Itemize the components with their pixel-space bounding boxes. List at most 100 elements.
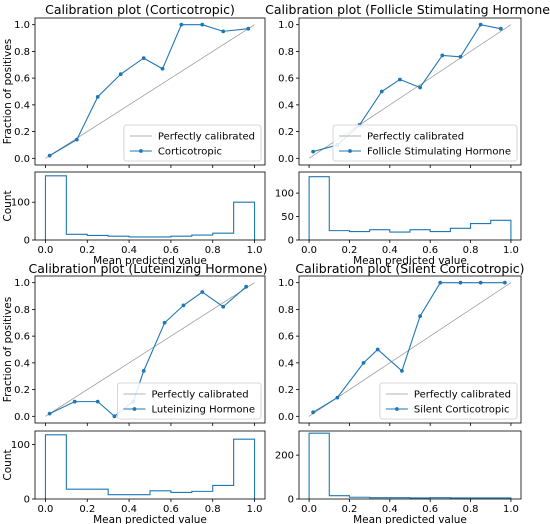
data-point [498, 26, 503, 31]
hist-frame [34, 430, 266, 500]
histogram-bin [430, 232, 450, 240]
hist-y-tick-label: 100 [11, 440, 30, 451]
legend-label-reference: Perfectly calibrated [158, 132, 255, 143]
histogram-bin [66, 234, 87, 240]
hist-x-tick-label: 1.0 [247, 504, 263, 515]
data-point [112, 414, 117, 419]
histogram-bin [329, 496, 349, 499]
data-point [335, 395, 340, 400]
y-tick-label: 0.4 [14, 100, 30, 111]
hist-x-tick-label: 0.8 [205, 245, 221, 256]
histogram-bin [192, 491, 213, 499]
histogram-bin [108, 236, 129, 240]
y-tick-label: 0.8 [14, 305, 30, 316]
histogram-bin [491, 220, 511, 240]
histogram-bin [349, 232, 369, 240]
chart-panel-3: Calibration plot (Luteinizing Hormone) Fr… [2, 261, 268, 524]
y-tick-label: 0.4 [278, 100, 294, 111]
y-tick-label: 0.8 [278, 305, 294, 316]
histogram-bin [129, 495, 150, 499]
hist-y-tick-label: 0 [24, 236, 30, 247]
hist-y-tick-label: 0 [288, 495, 294, 506]
chart-panel-2: Calibration plot (Follicle Stimulating H… [265, 2, 550, 267]
hist-y-tick-label: 100 [275, 189, 294, 200]
chart-panel-4: Calibration plot (Silent Corticotropic) 0… [275, 261, 525, 524]
chart-title: Calibration plot (Luteinizing Hormone) [28, 261, 267, 276]
legend-box [379, 382, 518, 420]
y-tick-label: 0.6 [14, 332, 30, 343]
hist-x-tick-label: 0.0 [38, 504, 54, 515]
hist-x-tick-label: 0.2 [79, 504, 95, 515]
data-point [160, 66, 165, 71]
hist-x-tick-label: 0.6 [422, 504, 438, 515]
hist-x-tick-label: 1.0 [503, 245, 519, 256]
data-point [458, 54, 463, 59]
data-point [311, 149, 316, 154]
hist-x-tick-label: 0.4 [382, 245, 398, 256]
legend-marker-series [138, 149, 143, 153]
data-point [379, 89, 384, 94]
data-point [478, 280, 483, 285]
histogram-step [308, 176, 512, 240]
y-axis-label: Fraction of positives [2, 39, 14, 144]
legend-marker-series [132, 407, 137, 411]
hist-x-tick-label: 0.0 [301, 245, 317, 256]
legend-box [123, 124, 262, 162]
legend-label-series: Luteinizing Hormone [151, 405, 255, 416]
y-tick-label: 0.4 [14, 358, 30, 369]
data-point [141, 56, 146, 60]
histogram-step [308, 432, 512, 499]
histogram-bin [129, 237, 150, 240]
histogram-bin [329, 231, 349, 240]
histogram-bin [234, 202, 255, 240]
y-tick-label: 0.2 [278, 385, 294, 396]
hist-frame [298, 430, 522, 500]
hist-x-tick-label: 0.4 [382, 504, 398, 515]
y-tick-label: 0.8 [278, 47, 294, 58]
hist-x-tick-label: 0.2 [342, 504, 358, 515]
y-tick-label: 0.6 [14, 74, 30, 85]
data-point [181, 303, 186, 308]
hist-x-tick-label: 0.6 [422, 245, 438, 256]
data-point [458, 280, 463, 285]
data-point [95, 94, 100, 99]
plot-frame [298, 275, 522, 424]
hist-y-axis-label: Count [2, 449, 14, 480]
data-point [47, 411, 52, 416]
data-point [244, 284, 249, 289]
histogram-bin [213, 233, 234, 240]
y-tick-label: 0.4 [278, 358, 294, 369]
data-point [221, 304, 226, 309]
data-point [502, 280, 507, 285]
histogram-bin [471, 224, 491, 240]
data-point [478, 22, 483, 27]
hist-y-tick-label: 50 [281, 212, 294, 223]
legend: Perfectly calibrated Corticotropic [123, 124, 262, 162]
hist-x-tick-label: 0.4 [121, 504, 137, 515]
hist-x-tick-label: 0.2 [342, 245, 358, 256]
histogram-step [44, 434, 256, 499]
plot-frame [34, 275, 266, 424]
plot-frame [34, 17, 266, 166]
y-tick-label: 0.2 [278, 127, 294, 138]
histogram-bin [309, 433, 329, 499]
hist-frame [34, 171, 266, 241]
histogram-bin [150, 237, 171, 240]
y-tick-label: 0.6 [278, 332, 294, 343]
histogram-bin [171, 492, 192, 499]
plot-frame [298, 17, 522, 166]
histogram-bin [87, 235, 108, 240]
histogram-bin [108, 495, 129, 499]
histogram-bin [45, 435, 66, 499]
reference-line [308, 282, 512, 417]
data-point [118, 72, 123, 77]
chart-title: Calibration plot (Silent Corticotropic) [295, 261, 524, 276]
histogram-bin [45, 176, 66, 240]
y-tick-label: 0.0 [278, 412, 294, 423]
histogram-bin [234, 439, 255, 499]
legend: Perfectly calibrated Luteinizing Hormone [117, 382, 262, 420]
data-point [162, 320, 167, 325]
x-axis-label: Mean predicted value [353, 255, 467, 267]
legend-label-reference: Perfectly calibrated [414, 390, 511, 401]
histogram-bin [150, 491, 171, 499]
